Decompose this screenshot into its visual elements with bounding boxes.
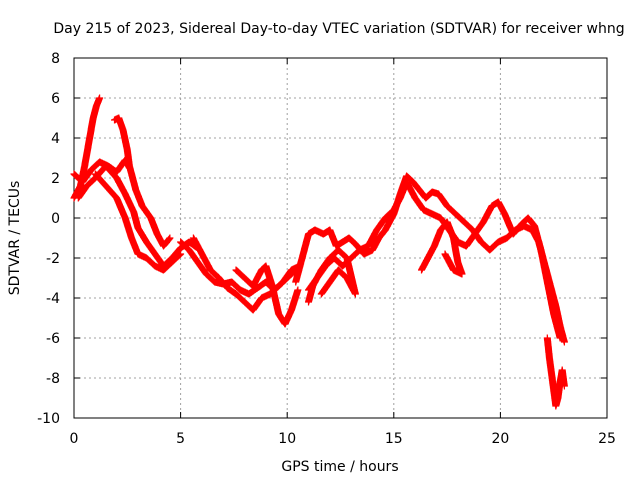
y-tick-label: 0 [51, 211, 60, 227]
x-tick-label: 5 [176, 431, 185, 447]
y-tick-label: -10 [37, 411, 60, 427]
plot-frame [73, 57, 608, 419]
series-track-10 [305, 178, 564, 342]
series-track-4 [111, 114, 174, 250]
y-tick-label: -2 [46, 251, 60, 267]
x-tick-label: 25 [598, 431, 616, 447]
series-markers [91, 170, 185, 274]
series-markers [543, 334, 568, 410]
y-tick-label: 4 [51, 131, 60, 147]
series-markers [305, 178, 564, 342]
y-tick-label: 6 [51, 91, 60, 107]
series-markers [305, 246, 359, 306]
y-tick-label: 8 [51, 51, 60, 67]
x-tick-label: 10 [278, 431, 296, 447]
series-track-8 [232, 262, 302, 328]
x-axis-tick-labels: 0 5 10 15 20 25 [70, 431, 616, 447]
x-axis-label: GPS time / hours [281, 459, 398, 475]
series-track-12 [418, 218, 466, 278]
x-tick-label: 15 [385, 431, 403, 447]
series-track-13 [543, 334, 568, 410]
y-axis-label: SDTVAR / TECUs [7, 181, 23, 296]
y-tick-label: 2 [51, 171, 60, 187]
series-track-11 [305, 246, 359, 306]
chart-title: Day 215 of 2023, Sidereal Day-to-day VTE… [53, 21, 624, 37]
axis-ticks [73, 57, 608, 419]
series-markers [418, 218, 466, 278]
series-track-5 [91, 170, 185, 274]
y-tick-label: -8 [46, 371, 60, 387]
data-series [70, 94, 568, 410]
x-tick-label: 20 [491, 431, 509, 447]
series-markers [232, 262, 302, 328]
grid [74, 58, 607, 418]
y-axis-tick-labels: -10 -8 -6 -4 -2 0 2 4 6 8 [37, 51, 60, 427]
y-tick-label: -6 [46, 331, 60, 347]
x-tick-label: 0 [70, 431, 79, 447]
y-tick-label: -4 [46, 291, 60, 307]
series-markers [111, 114, 174, 250]
